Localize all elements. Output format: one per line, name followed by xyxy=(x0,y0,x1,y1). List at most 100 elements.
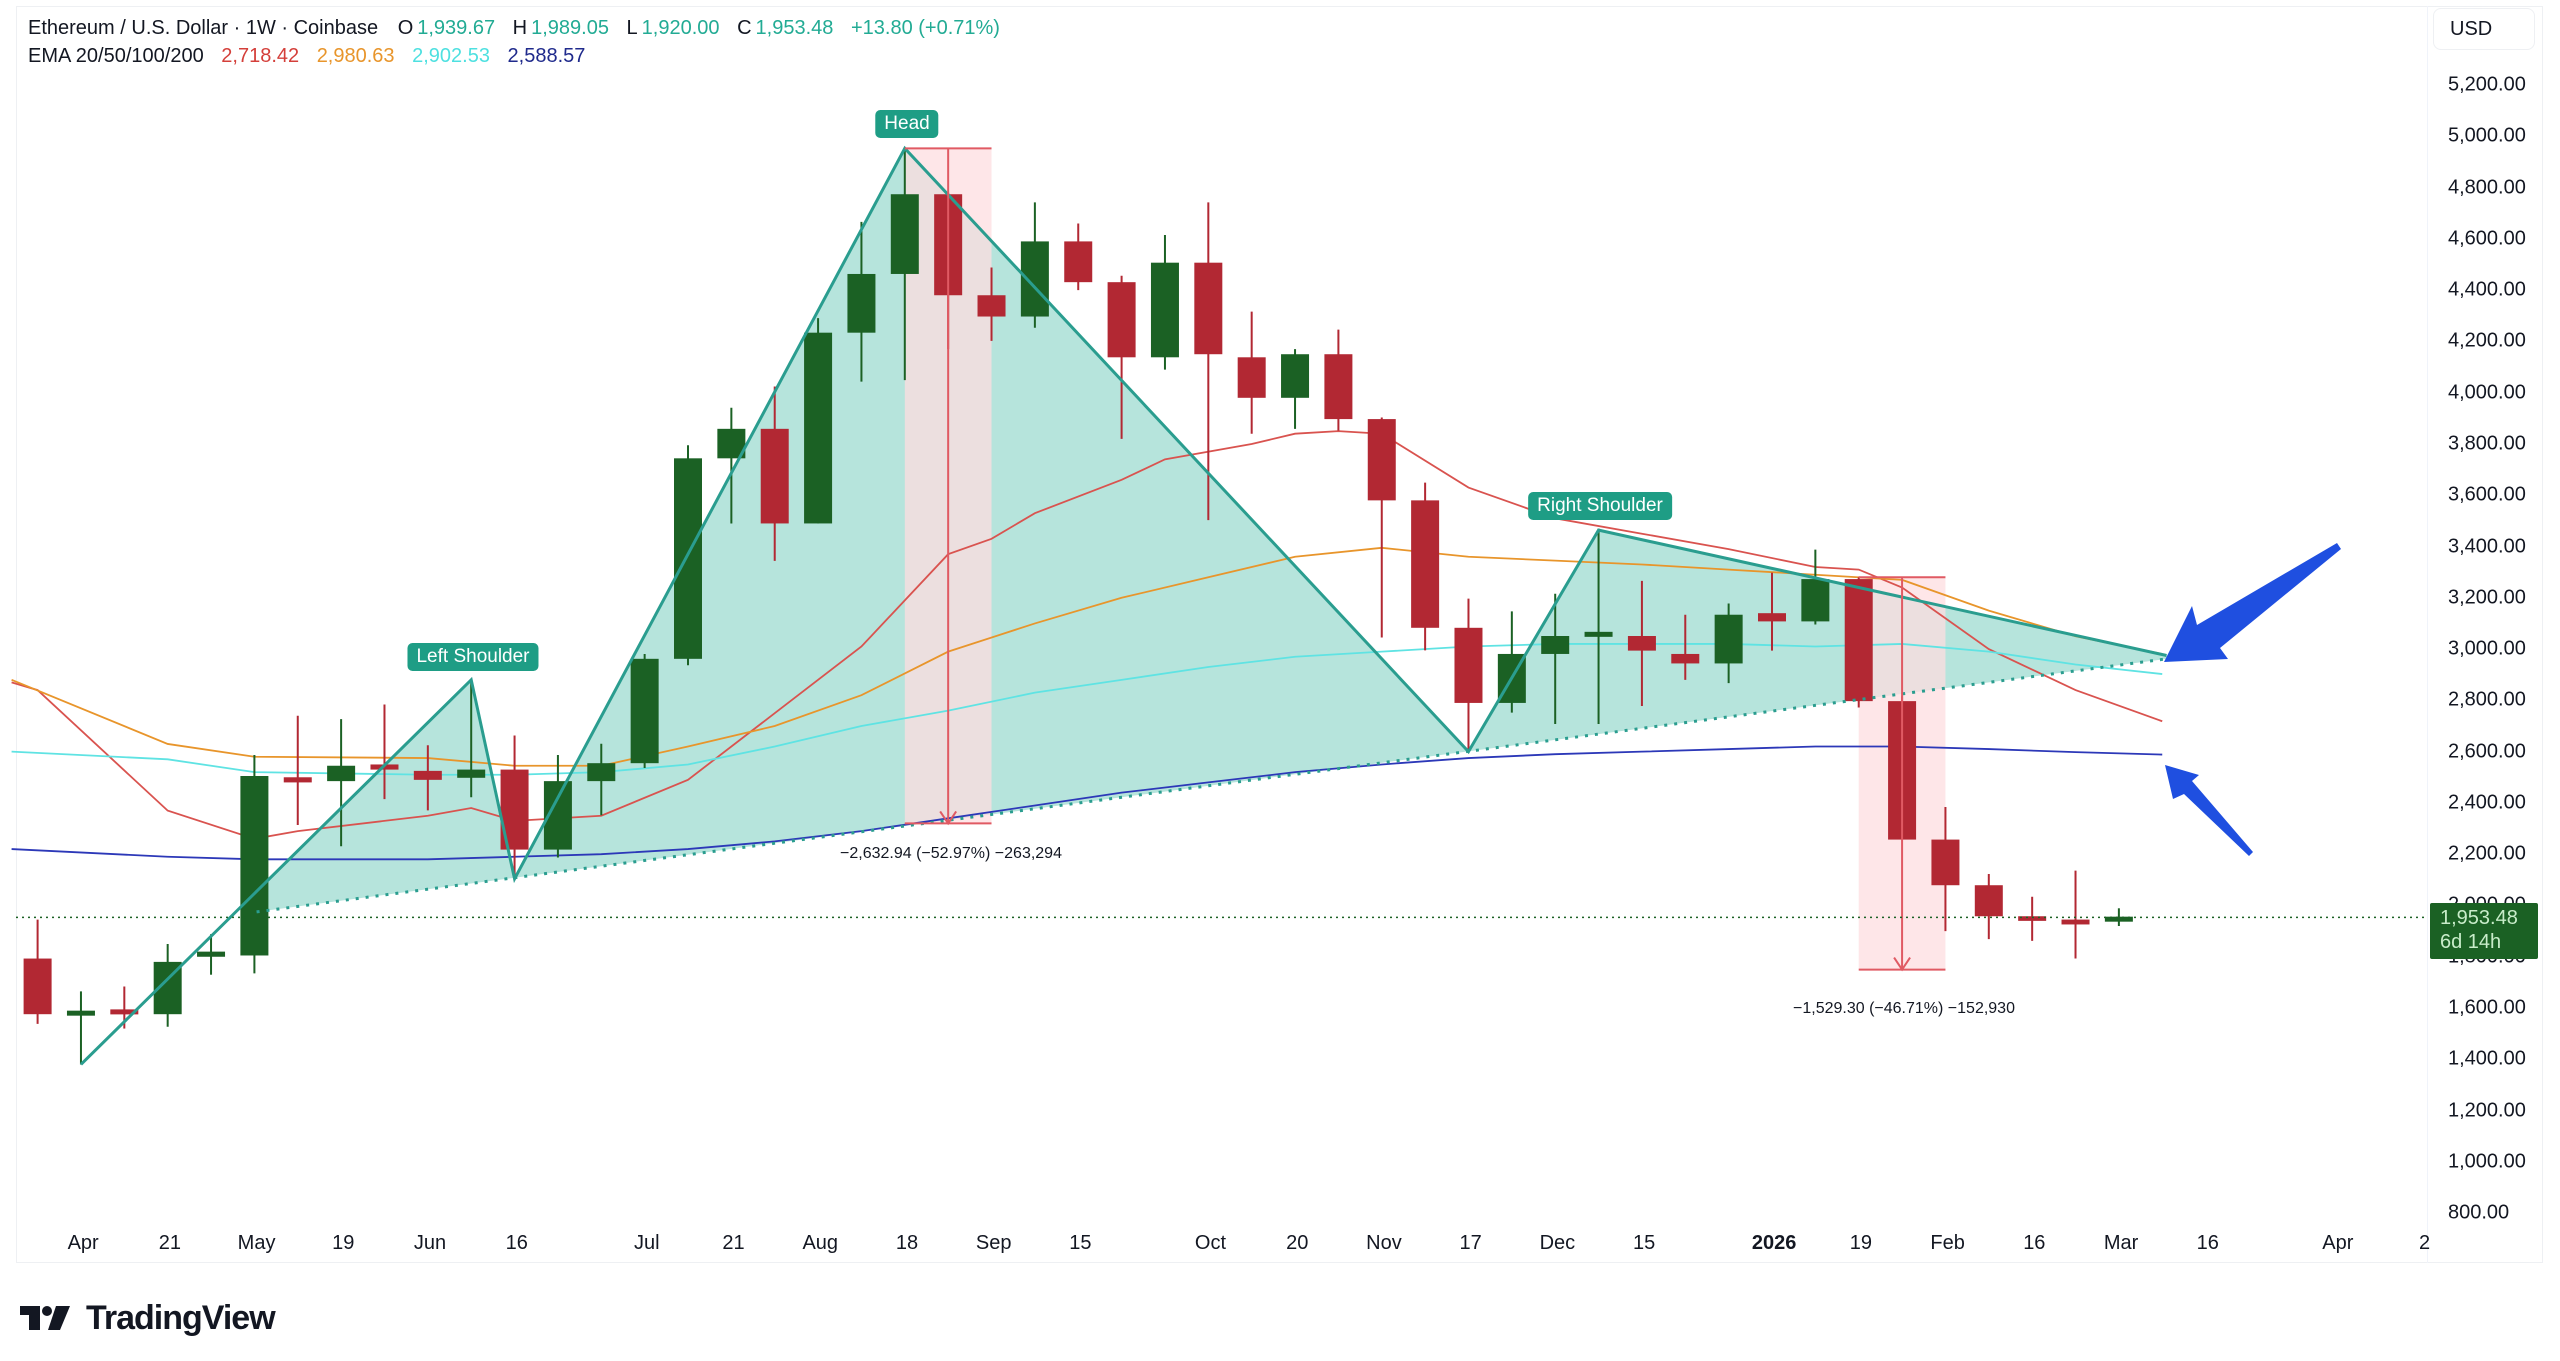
candle[interactable] xyxy=(1671,614,1700,680)
candle[interactable] xyxy=(283,715,312,825)
time-tick: Sep xyxy=(975,1232,1012,1254)
price-tick: 3,000.00 xyxy=(2448,637,2526,660)
ohlc-close-value: 1,953.48 xyxy=(755,17,834,39)
candle[interactable] xyxy=(240,754,269,974)
symbol-title[interactable]: Ethereum / U.S. Dollar · 1W · Coinbase xyxy=(28,17,379,39)
time-tick: Feb xyxy=(1930,1232,1965,1254)
time-tick: 16 xyxy=(505,1232,528,1254)
price-tick: 2,800.00 xyxy=(2448,688,2526,711)
time-tick: Oct xyxy=(1194,1232,1227,1254)
price-tick: 4,000.00 xyxy=(2448,381,2526,404)
price-tick: 4,600.00 xyxy=(2448,227,2526,250)
candle[interactable] xyxy=(1714,603,1743,684)
candle[interactable] xyxy=(1150,234,1179,370)
candle[interactable] xyxy=(2018,896,2047,941)
candle[interactable] xyxy=(413,745,442,811)
time-tick: 2026 xyxy=(1751,1232,1797,1254)
candle[interactable] xyxy=(197,934,226,975)
ema-line-50 xyxy=(11,546,2163,767)
candle[interactable] xyxy=(587,743,616,816)
time-tick: Aug xyxy=(802,1232,839,1254)
candle[interactable] xyxy=(1367,417,1396,638)
candle[interactable] xyxy=(674,445,702,666)
ema200-value: 2,588.57 xyxy=(507,45,586,67)
price-tick: 1,000.00 xyxy=(2448,1150,2526,1173)
currency-button[interactable]: USD xyxy=(2433,8,2535,50)
price-tick: 2,200.00 xyxy=(2448,842,2526,865)
candle[interactable] xyxy=(1107,275,1136,439)
pattern-fill xyxy=(256,148,2167,912)
candle[interactable] xyxy=(1237,311,1266,434)
candle[interactable] xyxy=(1064,223,1093,291)
time-tick: 15 xyxy=(1069,1232,1092,1254)
pattern-area xyxy=(256,148,2167,912)
candle[interactable] xyxy=(457,681,486,798)
measure-arrow-down-icon xyxy=(1893,957,1911,972)
candle[interactable] xyxy=(1020,202,1049,328)
price-tick: 3,600.00 xyxy=(2448,483,2526,506)
candle[interactable] xyxy=(1844,577,1873,708)
time-tick: 2 xyxy=(2419,1232,2431,1254)
candle[interactable] xyxy=(1801,549,1830,625)
ohlc-open-label: O xyxy=(397,17,414,39)
candle[interactable] xyxy=(1931,807,1960,932)
candle[interactable] xyxy=(543,754,572,858)
ema100-value: 2,902.53 xyxy=(412,45,490,67)
arrow-lower-icon xyxy=(2165,765,2253,856)
candle[interactable] xyxy=(1758,572,1786,651)
candle[interactable] xyxy=(1584,528,1613,724)
head-label[interactable]: Head xyxy=(875,110,939,138)
price-tick: 3,200.00 xyxy=(2448,586,2526,609)
right-shoulder-label[interactable]: Right Shoulder xyxy=(1528,492,1672,520)
candle[interactable] xyxy=(630,653,659,769)
neckline[interactable] xyxy=(256,657,2167,914)
time-tick: 18 xyxy=(895,1232,919,1254)
candle[interactable] xyxy=(804,318,833,524)
time-tick: May xyxy=(237,1232,276,1254)
candle[interactable] xyxy=(1324,329,1353,431)
candle[interactable] xyxy=(1974,873,2003,940)
price-tick: 5,200.00 xyxy=(2448,73,2526,96)
arrow-upper-icon xyxy=(2164,543,2341,662)
legend-row-symbol: Ethereum / U.S. Dollar · 1W · Coinbase O… xyxy=(28,14,1012,42)
time-tick: Mar xyxy=(2103,1232,2139,1254)
ema50-value: 2,980.63 xyxy=(316,45,395,67)
candle[interactable] xyxy=(1541,593,1570,724)
candle[interactable] xyxy=(23,919,52,1024)
time-tick: 15 xyxy=(1632,1232,1656,1254)
candle[interactable] xyxy=(66,991,95,1065)
candle[interactable] xyxy=(847,221,876,382)
candle[interactable] xyxy=(977,267,1006,341)
ohlc-low-label: L xyxy=(626,17,638,39)
candle[interactable] xyxy=(327,719,356,847)
candle[interactable] xyxy=(1194,202,1223,521)
legend-row-ema: EMA 20/50/100/200 2,718.42 2,980.63 2,90… xyxy=(28,42,1012,70)
ema-lines xyxy=(11,430,2163,861)
candle[interactable] xyxy=(2104,908,2133,926)
ohlc-close-label: C xyxy=(737,17,752,39)
candle[interactable] xyxy=(1627,580,1656,707)
ema-indicator-label[interactable]: EMA 20/50/100/200 xyxy=(28,45,204,67)
candle[interactable] xyxy=(1454,598,1483,752)
time-tick: Nov xyxy=(1366,1232,1402,1254)
tradingview-logo-icon xyxy=(20,1306,70,1330)
tradingview-logo[interactable]: TradingView xyxy=(20,1298,276,1338)
candle[interactable] xyxy=(1281,349,1310,429)
candle[interactable] xyxy=(1411,482,1440,651)
candle[interactable] xyxy=(760,386,789,561)
left-shoulder-label[interactable]: Left Shoulder xyxy=(407,643,539,671)
measure-label-1: −2,632.94 (−52.97%) −263,294 xyxy=(840,845,1062,862)
candle[interactable] xyxy=(153,943,182,1027)
last-price-tag: 1,953.48 6d 14h xyxy=(2430,903,2538,959)
ohlc-open-value: 1,939.67 xyxy=(417,17,496,39)
candle[interactable] xyxy=(2061,870,2090,959)
time-tick: Apr xyxy=(2322,1232,2354,1254)
price-tick: 3,800.00 xyxy=(2448,432,2526,455)
price-tick: 800.00 xyxy=(2448,1201,2510,1224)
candle[interactable] xyxy=(890,148,919,381)
price-axis-divider xyxy=(2427,6,2428,1263)
price-tick: 1,400.00 xyxy=(2448,1047,2526,1070)
price-tick: 4,400.00 xyxy=(2448,278,2526,301)
time-tick: 16 xyxy=(2196,1232,2219,1254)
